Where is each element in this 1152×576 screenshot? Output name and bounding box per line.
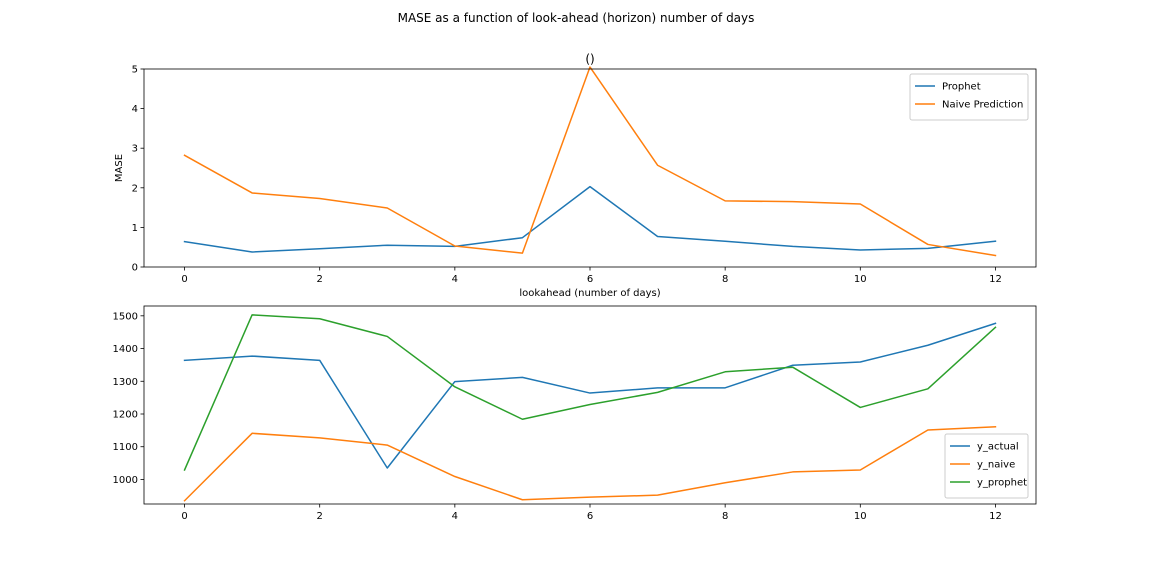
x-tick-label: 8: [722, 274, 728, 285]
legend-label: Prophet: [942, 82, 981, 93]
y-tick-label: 1500: [113, 311, 138, 322]
y-tick-label: 3: [132, 144, 138, 155]
legend-label: y_actual: [977, 442, 1019, 453]
legend: y_actual y_naive y_prophet: [944, 433, 1029, 499]
x-tick-label: 2: [317, 274, 323, 285]
legend-label: y_prophet: [977, 478, 1027, 489]
x-tick-label: 6: [587, 511, 593, 522]
x-tick-label: 0: [181, 511, 187, 522]
y-tick-label: 1100: [113, 442, 138, 453]
x-tick-label: 2: [317, 511, 323, 522]
x-tick-label: 12: [989, 274, 1002, 285]
y-tick-label: 1300: [113, 377, 138, 388]
y-tick-label: 1200: [113, 410, 138, 421]
y-tick-label: 1: [132, 223, 138, 234]
series-line-y-naive: [183, 425, 997, 502]
x-tick-label: 4: [452, 511, 458, 522]
legend-label: Naive Prediction: [942, 100, 1023, 111]
legend-box: [909, 73, 1029, 121]
legend-label: y_naive: [977, 460, 1015, 471]
figure-suptitle: MASE as a function of look-ahead (horizo…: [398, 11, 755, 25]
y-tick-label: 4: [132, 104, 138, 115]
series-line-naive-prediction: [183, 66, 997, 257]
y-tick-label: 1000: [113, 475, 138, 486]
x-tick-label: 12: [989, 511, 1002, 522]
y-axis-label: MASE: [114, 154, 125, 182]
series-line-y-prophet: [183, 314, 997, 471]
x-axis-label: lookahead (number of days): [519, 288, 660, 299]
series-line-y-actual: [183, 322, 997, 469]
y-tick-label: 1400: [113, 344, 138, 355]
predictions-chart: 0 2 4 6 8 10 12 1000 1100 1200 1300 1400 1500 y_actua…: [113, 305, 1037, 522]
axes-title: (): [585, 52, 594, 66]
y-tick-label: 5: [132, 65, 138, 76]
x-tick-label: 6: [587, 274, 593, 285]
x-tick-label: 8: [722, 511, 728, 522]
x-tick-label: 0: [181, 274, 187, 285]
y-tick-label: 2: [132, 183, 138, 194]
legend: Prophet Naive Prediction: [909, 73, 1029, 121]
x-tick-label: 4: [452, 274, 458, 285]
y-tick-label: 0: [132, 263, 138, 274]
x-tick-label: 10: [854, 511, 867, 522]
x-tick-label: 10: [854, 274, 867, 285]
axes-frame: [143, 68, 1037, 268]
series-line-prophet: [183, 185, 997, 253]
